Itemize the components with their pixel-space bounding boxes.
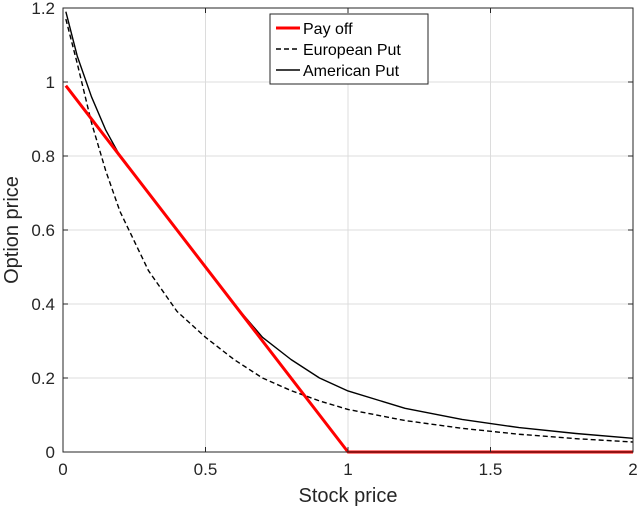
x-tick-label: 2 (628, 460, 637, 479)
y-tick-label: 0.4 (31, 295, 55, 314)
y-tick-label: 0 (46, 443, 55, 462)
legend-label-pay-off: Pay off (303, 21, 353, 38)
x-tick-label: 0.5 (194, 460, 218, 479)
y-tick-label: 1.2 (31, 0, 55, 18)
y-axis-label: Option price (1, 176, 23, 284)
legend-label-european-put: European Put (303, 42, 401, 59)
y-tick-label: 0.2 (31, 369, 55, 388)
series-line-pay-off (64, 84, 633, 454)
legend: Pay off European Put American Put (269, 13, 429, 85)
legend-label-american-put: American Put (303, 63, 400, 80)
axis-ticks: 0 0.5 1 1.5 2 0 0.2 0.4 0.6 0.8 1 1.2 (31, 0, 637, 479)
y-tick-label: 0.8 (31, 147, 55, 166)
x-tick-label: 0 (58, 460, 67, 479)
series-line-european-put (65, 18, 634, 443)
x-tick-label: 1.5 (479, 460, 503, 479)
y-tick-label: 1 (46, 73, 55, 92)
x-axis-label: Stock price (299, 485, 398, 507)
x-tick-label: 1 (343, 460, 352, 479)
y-tick-label: 0.6 (31, 221, 55, 240)
